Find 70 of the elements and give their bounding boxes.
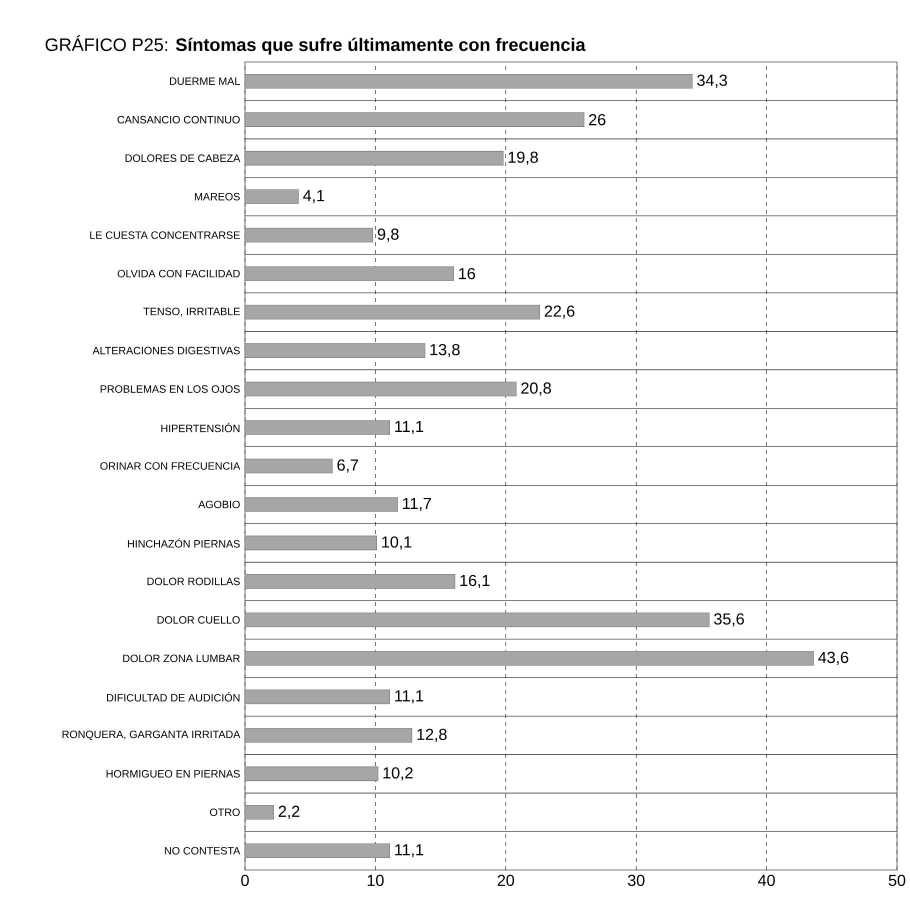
data-label: 16	[459, 268, 475, 280]
data-label: 22,6	[544, 305, 574, 319]
y-tick-label: AGOBIO	[198, 500, 240, 508]
chart-title: GRÁFICO P25: Síntomas que sufre últimamente con frecuencia	[46, 35, 586, 55]
data-label: 11,1	[395, 844, 424, 858]
bar	[244, 189, 299, 204]
y-tick-label: CANSANCIO CONTINUO	[118, 116, 240, 124]
y-tick-label: OTRO	[210, 808, 240, 816]
data-label: 20,8	[521, 382, 551, 396]
data-label: 19,8	[508, 152, 538, 165]
bar	[244, 766, 378, 782]
x-tick-label: 50	[888, 874, 906, 886]
data-label: 16,1	[460, 574, 490, 588]
bar	[244, 74, 693, 88]
bar	[244, 612, 710, 628]
y-tick-label: OLVIDA CON FACILIDAD	[118, 270, 240, 278]
y-tick-label: DIFICULTAD DE AUDICIÓN	[107, 692, 240, 702]
y-tick-label: NO CONTESTA	[164, 846, 240, 855]
data-label: 2,2	[278, 806, 300, 819]
data-label: 34,3	[697, 74, 727, 88]
data-label: 13,8	[430, 344, 460, 358]
data-label: 11,1	[395, 690, 424, 704]
data-label: 6,7	[337, 459, 358, 473]
data-label: 26	[589, 114, 606, 126]
bar	[244, 843, 390, 858]
y-tick-label: RONQUERA, GARGANTA IRRITADA	[62, 730, 240, 740]
data-label: 43,6	[818, 652, 848, 665]
y-tick-label: TENSO, IRRITABLE	[144, 308, 240, 316]
y-tick-label: DOLOR CUELLO	[158, 616, 240, 624]
y-tick-label: HINCHAZÓN PIERNAS	[128, 538, 240, 548]
data-label: 12,8	[417, 728, 447, 742]
bar	[244, 690, 390, 704]
y-tick-label: LE CUESTA CONCENTRARSE	[90, 231, 240, 239]
y-tick-label: HORMIGUEO EN PIERNAS	[106, 770, 240, 778]
y-tick-label: DOLOR RODILLAS	[148, 578, 240, 586]
bar	[244, 382, 516, 396]
bar	[244, 112, 584, 127]
bar	[244, 536, 377, 550]
y-tick-label: ALTERACIONES DIGESTIVAS	[92, 346, 240, 354]
x-tick-label: 10	[368, 874, 384, 886]
data-label: 11,7	[403, 498, 431, 511]
y-tick-label: ORINAR CON FRECUENCIA	[100, 462, 240, 470]
bar	[244, 304, 540, 320]
x-tick-label: 20	[498, 874, 514, 886]
bar	[244, 343, 426, 358]
data-label: 35,6	[714, 613, 744, 627]
data-label: 4,1	[303, 190, 324, 204]
data-label: 9,8	[378, 228, 399, 242]
bar	[244, 651, 814, 666]
y-tick-label: MAREOS	[194, 192, 240, 200]
data-label: 10,2	[383, 767, 413, 780]
bar	[244, 458, 333, 474]
bar	[244, 574, 456, 589]
bar	[244, 728, 412, 743]
y-tick-label: HIPERTENSIÓN	[161, 422, 240, 432]
bar	[244, 150, 504, 166]
bar	[244, 228, 374, 242]
data-label: 10,1	[382, 536, 412, 550]
bar	[244, 497, 398, 512]
bar	[244, 266, 454, 281]
bar	[244, 420, 390, 435]
x-tick-label: 0	[241, 874, 249, 886]
y-tick-label: DOLORES DE CABEZA	[126, 154, 240, 162]
bar	[244, 805, 274, 820]
y-tick-label: PROBLEMAS EN LOS OJOS	[100, 385, 240, 393]
y-tick-label: DOLOR ZONA LUMBAR	[123, 654, 240, 662]
y-tick-label: DUERME MAL	[170, 78, 240, 85]
x-tick-label: 40	[758, 874, 775, 886]
x-tick-label: 30	[628, 874, 644, 886]
data-label: 11,1	[395, 421, 424, 434]
